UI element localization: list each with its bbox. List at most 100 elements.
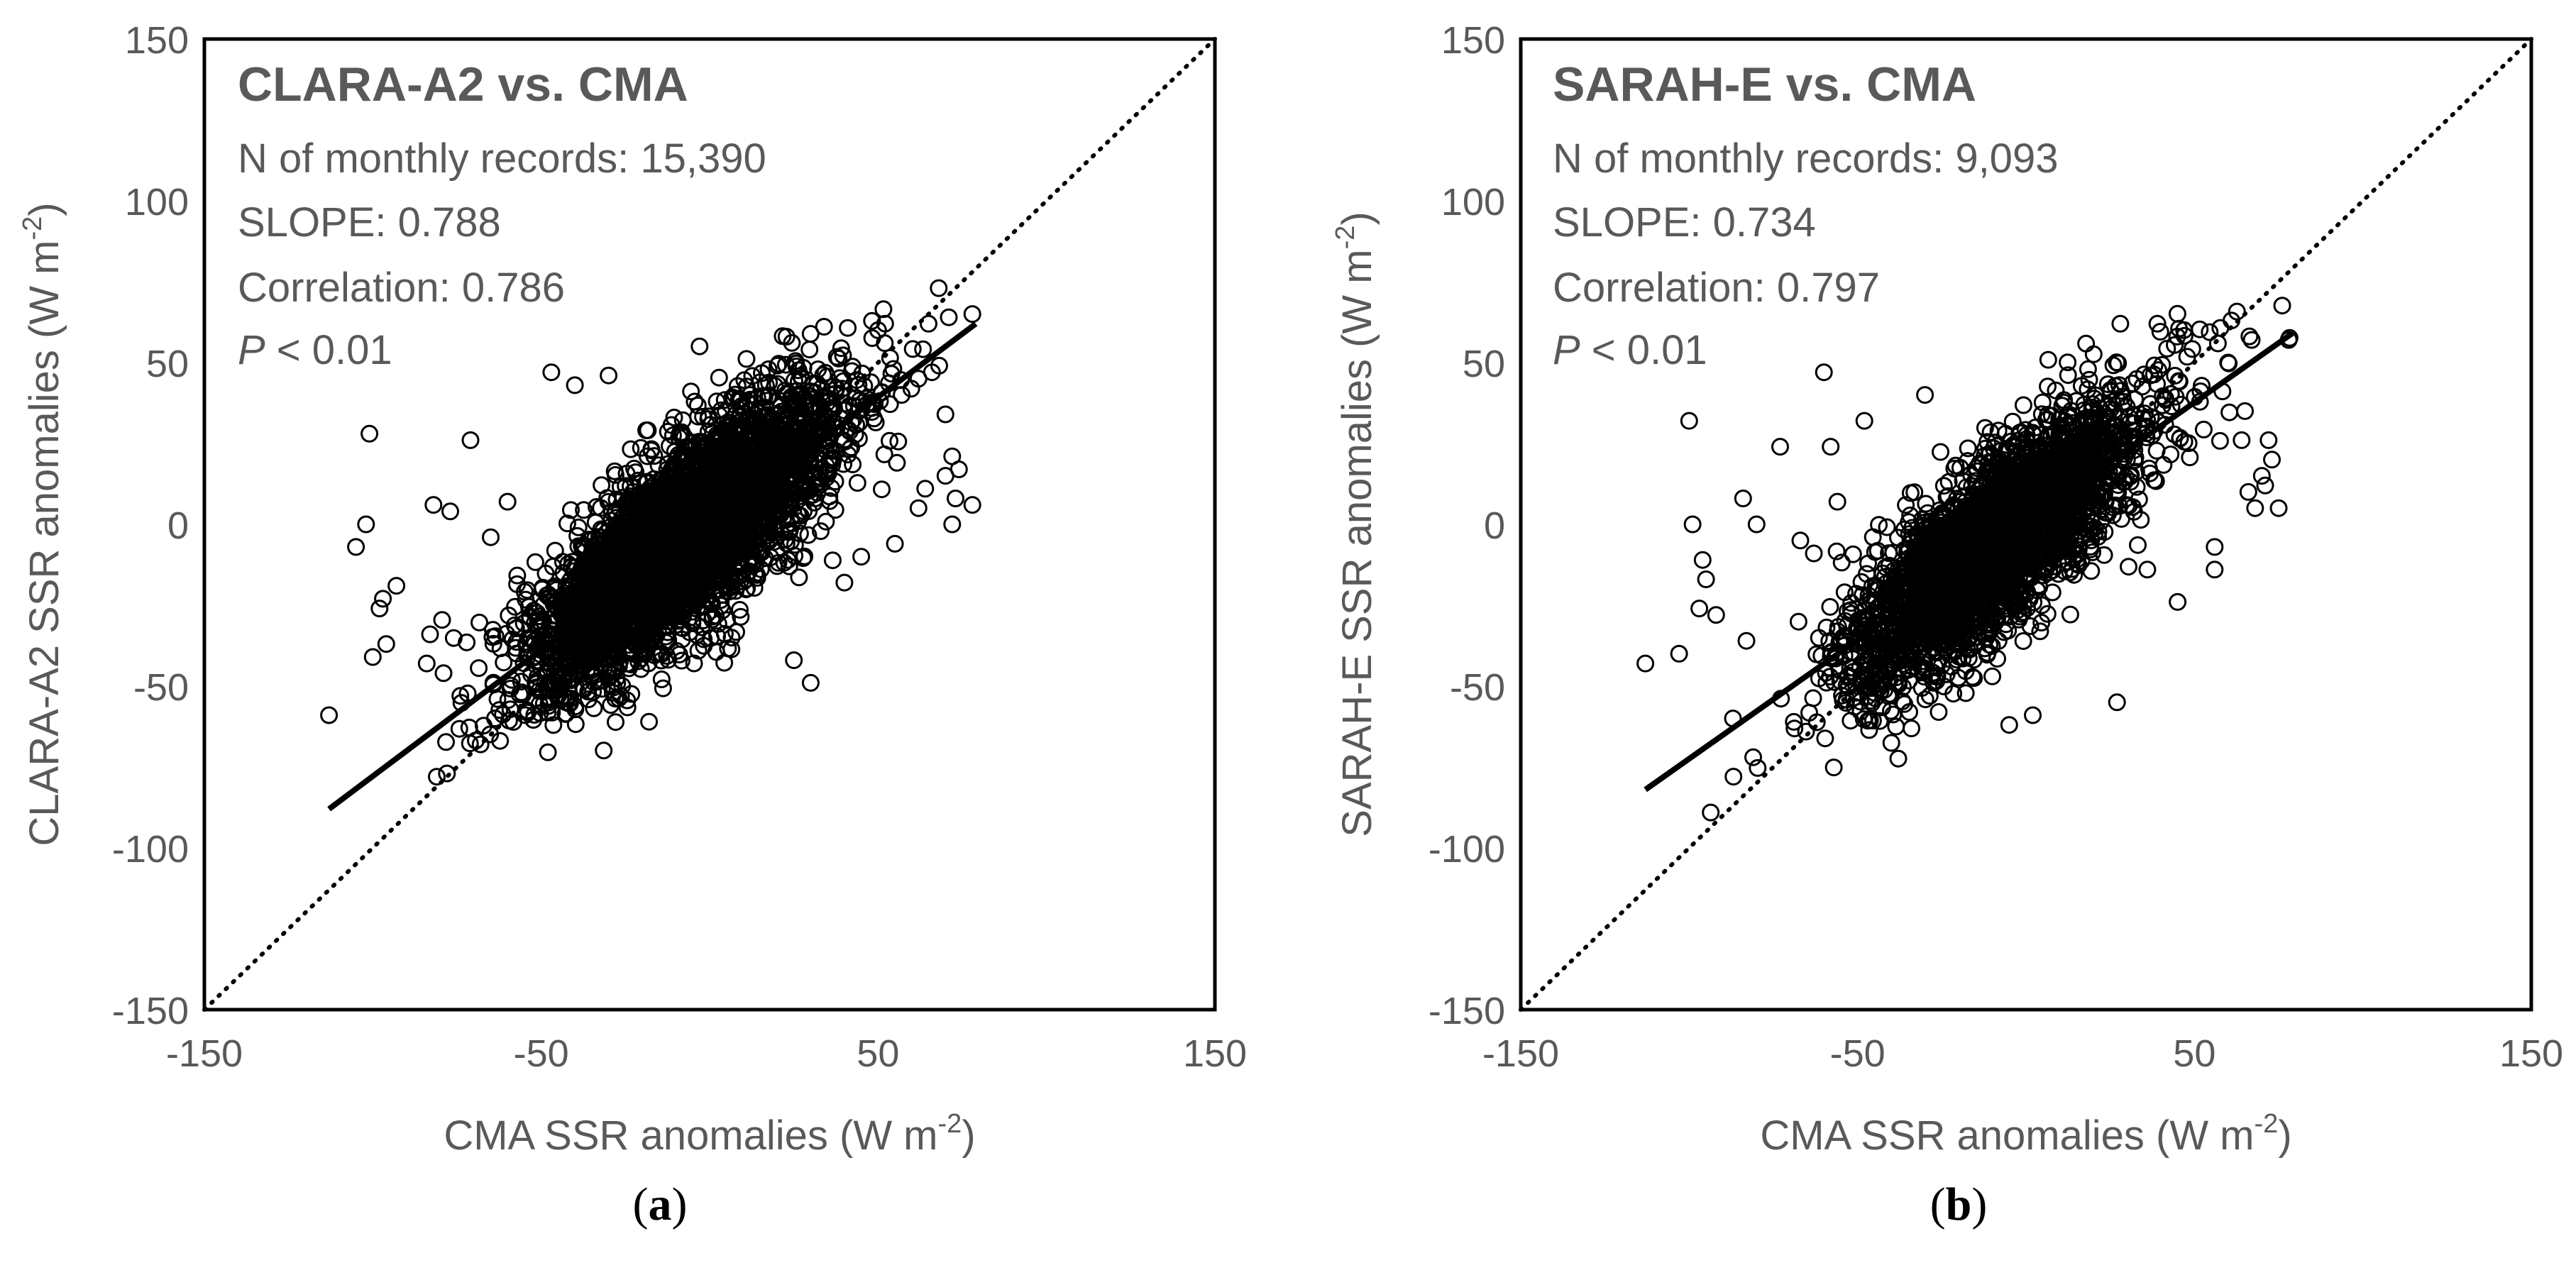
data-point (539, 693, 558, 712)
data-point (800, 341, 819, 359)
data-point (694, 611, 712, 629)
data-point (848, 474, 866, 492)
data-point (778, 384, 797, 402)
data-point (823, 551, 842, 570)
data-point (458, 684, 477, 702)
data-point (756, 448, 774, 465)
data-point (671, 524, 689, 543)
data-point (518, 581, 536, 600)
data-point (544, 716, 563, 734)
data-point (558, 607, 577, 626)
data-point (767, 405, 786, 424)
data-point (759, 457, 777, 475)
data-point (512, 683, 531, 702)
data-point (863, 311, 881, 330)
data-point (1878, 518, 1896, 536)
data-point (876, 334, 894, 353)
data-point (2151, 323, 2169, 341)
data-point (575, 501, 593, 519)
data-point (499, 691, 517, 710)
data-point (730, 553, 748, 571)
data-point (605, 462, 624, 480)
data-point (627, 463, 645, 482)
y-tick-label: -150 (112, 990, 189, 1032)
data-point (747, 497, 766, 516)
data-point (760, 520, 778, 539)
data-point (374, 590, 392, 608)
data-point (748, 433, 766, 451)
data-point (783, 333, 801, 352)
data-point (531, 704, 549, 722)
data-point (659, 455, 678, 473)
data-point (2153, 355, 2172, 374)
data-point (574, 624, 593, 643)
data-point (566, 700, 585, 719)
data-point (637, 421, 656, 439)
data-point (507, 639, 525, 657)
data-point (484, 621, 502, 639)
data-point (769, 553, 788, 572)
data-point (643, 620, 661, 639)
data-point (428, 768, 446, 786)
data-point (557, 705, 576, 723)
data-point (637, 592, 655, 610)
data-point (694, 407, 712, 426)
y-tick-label: -100 (112, 828, 189, 871)
data-point (756, 376, 775, 394)
data-point (544, 644, 563, 662)
data-point (548, 661, 566, 679)
data-point (529, 612, 547, 630)
data-point (909, 499, 928, 517)
data-point (508, 575, 527, 593)
data-point (600, 546, 619, 564)
data-point (639, 573, 658, 591)
data-point (451, 687, 470, 705)
data-point (827, 348, 846, 366)
data-point (947, 490, 964, 507)
data-point (780, 557, 798, 575)
data-point (656, 475, 675, 494)
data-point (812, 522, 830, 541)
data-point (780, 466, 798, 485)
stat-n-records-a: N of monthly records: 15,390 (238, 136, 766, 182)
data-point (526, 614, 544, 632)
data-point (651, 538, 670, 556)
data-point (708, 392, 726, 411)
data-point (1932, 443, 1949, 461)
data-point (488, 690, 507, 708)
data-point (862, 373, 880, 392)
scatter-points-a (320, 279, 981, 786)
x-axis-label-end-a: ) (962, 1113, 975, 1159)
data-point (539, 743, 557, 761)
data-point (438, 764, 456, 783)
data-point (461, 431, 480, 449)
data-point (676, 466, 695, 484)
data-point (822, 441, 840, 460)
data-point (889, 432, 908, 451)
data-point (437, 733, 455, 751)
data-point (790, 568, 808, 587)
data-point (718, 526, 737, 545)
data-point (753, 543, 771, 561)
y-axis-label-sup-a: -2 (18, 216, 48, 241)
y-tick-label: 50 (146, 343, 189, 385)
data-point (710, 368, 728, 387)
data-point (687, 436, 705, 454)
data-point (1859, 554, 1877, 573)
data-point (482, 528, 500, 546)
data-point (1976, 419, 1994, 437)
data-point (500, 712, 518, 730)
data-point (685, 654, 703, 673)
data-point (668, 456, 686, 475)
x-tick-label: -50 (514, 1032, 569, 1075)
data-point (700, 407, 718, 426)
x-axis-label-sup-a: -2 (938, 1109, 962, 1139)
data-point (593, 476, 611, 495)
data-point (776, 381, 795, 399)
data-point (607, 661, 624, 679)
x-tick-label: 50 (857, 1032, 899, 1075)
data-point (602, 606, 621, 624)
data-point (662, 416, 681, 434)
data-point (669, 446, 688, 464)
